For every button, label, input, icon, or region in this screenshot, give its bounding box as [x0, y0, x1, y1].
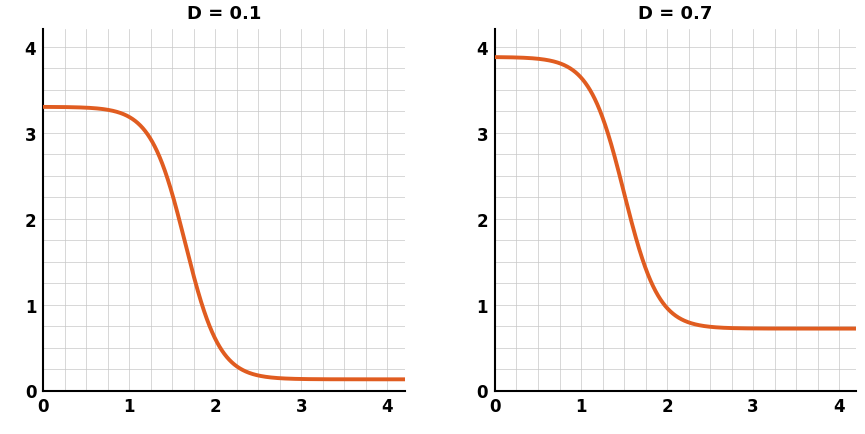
Title: D = 0.7: D = 0.7	[638, 5, 713, 23]
Title: D = 0.1: D = 0.1	[187, 5, 261, 23]
